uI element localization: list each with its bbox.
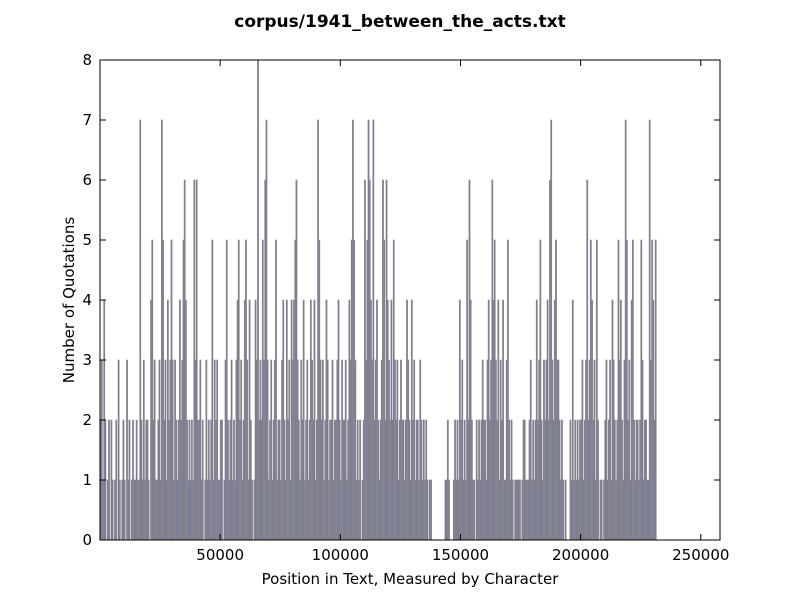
histogram-bar	[511, 479, 514, 541]
histogram-bar	[111, 479, 114, 541]
histogram-bar	[123, 479, 126, 541]
histogram-bar	[562, 479, 565, 541]
y-tick-label: 1	[82, 471, 92, 489]
histogram-bar	[600, 479, 603, 541]
histogram-bar	[448, 479, 450, 541]
histogram-bar	[519, 479, 521, 541]
histogram-bar	[147, 479, 150, 541]
x-tick-label: 100000	[312, 546, 369, 564]
y-tick-label: 2	[82, 411, 92, 429]
histogram-bar	[221, 419, 223, 541]
y-tick-label: 6	[82, 171, 92, 189]
histogram-bar	[473, 479, 476, 541]
histogram-bar	[597, 419, 599, 541]
histogram-bar	[115, 419, 118, 541]
y-axis-label: Number of Quotations	[60, 217, 78, 384]
x-tick-label: 200000	[552, 546, 609, 564]
y-tick-label: 5	[82, 231, 92, 249]
chart-title: corpus/1941_between_the_acts.txt	[234, 12, 565, 32]
x-tick-label: 150000	[432, 546, 489, 564]
histogram-bar	[359, 419, 362, 541]
x-tick-label: 250000	[672, 546, 729, 564]
y-tick-label: 7	[82, 111, 92, 129]
y-tick-label: 0	[82, 531, 92, 549]
histogram-bar	[128, 419, 131, 541]
y-tick-label: 4	[82, 291, 92, 309]
y-tick-label: 3	[82, 351, 92, 369]
y-axis-ticks: 0 1 2 3 4 5 6 7 8	[82, 51, 720, 549]
histogram-bar	[430, 479, 432, 541]
histogram-bar	[201, 419, 204, 541]
histogram-bar	[426, 479, 429, 541]
y-tick-label: 8	[82, 51, 92, 69]
histogram-bar	[108, 419, 110, 541]
histogram-bar	[118, 479, 121, 541]
histogram-bar	[564, 479, 567, 541]
x-axis-label: Position in Text, Measured by Character	[262, 570, 560, 588]
histogram-bar	[251, 479, 253, 541]
histogram-bar	[654, 239, 657, 541]
x-axis-ticks: 50000 100000 150000 200000 250000	[196, 60, 729, 564]
x-tick-label: 50000	[196, 546, 244, 564]
